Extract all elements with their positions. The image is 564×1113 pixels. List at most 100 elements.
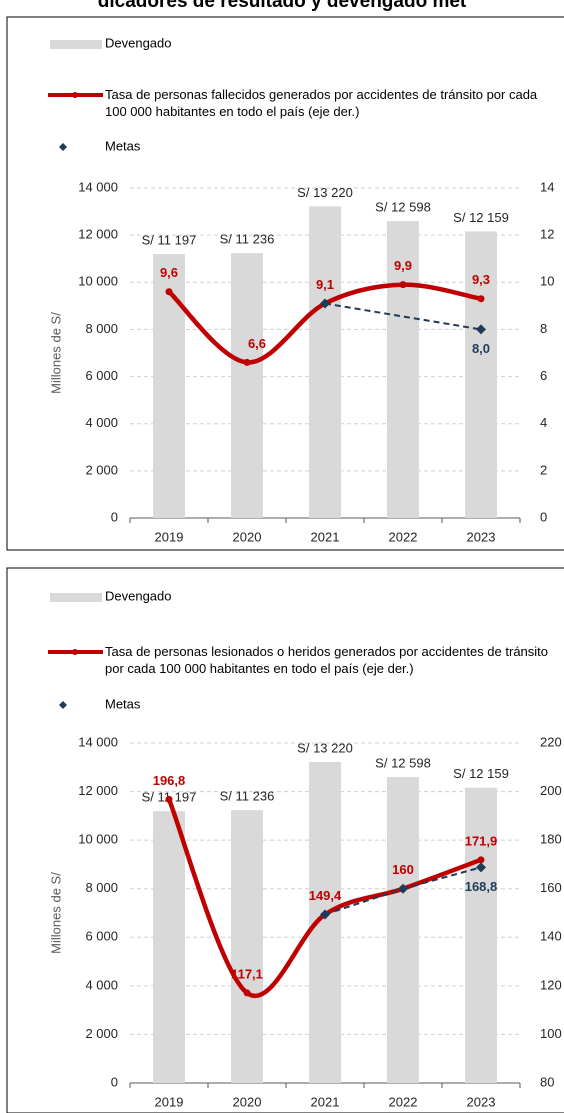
legend-label: Metas	[105, 138, 141, 153]
x-tick-label: 2023	[467, 1094, 496, 1109]
line-value-label: 9,1	[316, 277, 334, 292]
y-tick-label: 4 000	[85, 977, 118, 992]
bar-value-label: S/ 12 159	[453, 210, 509, 225]
y-tick-label: 14 000	[78, 179, 118, 194]
y-tick-label: 14 000	[78, 734, 118, 749]
legend-label: Tasa de personas fallecidos generados po…	[105, 87, 538, 119]
y2-tick-label: 220	[540, 734, 562, 749]
target-marker	[320, 909, 330, 920]
y-tick-label: 10 000	[78, 832, 118, 847]
chart-frame	[6, 567, 564, 1113]
line-marker	[165, 288, 173, 296]
line-value-label: 149,4	[309, 888, 342, 903]
line-marker	[399, 281, 407, 289]
legend-label: Devengado	[105, 35, 172, 50]
page-title: dicadores de resultado y devengado met	[98, 0, 467, 12]
y-tick-label: 8 000	[85, 880, 118, 895]
legend-marker	[72, 92, 78, 98]
y2-tick-label: 80	[540, 1074, 554, 1089]
y2-tick-label: 10	[540, 274, 554, 289]
legend-text-box: Tasa de personas fallecidos generados po…	[105, 87, 538, 119]
legend-label: Metas	[105, 696, 141, 711]
bar-value-label: S/ 13 220	[297, 740, 353, 755]
y-tick-label: 2 000	[85, 1026, 118, 1041]
line-series	[167, 282, 482, 365]
x-tick-label: 2021	[311, 529, 340, 544]
y-tick-label: 12 000	[78, 783, 118, 798]
bar	[387, 221, 419, 518]
target-marker	[476, 862, 486, 873]
line-value-label: 160	[392, 862, 414, 877]
y2-tick-label: 2	[540, 462, 547, 477]
bar-value-label: S/ 12 159	[453, 766, 509, 781]
line-value-label: 9,6	[160, 265, 178, 280]
bar-value-label: S/ 13 220	[297, 185, 353, 200]
x-tick-label: 2023	[467, 529, 496, 544]
x-tick-label: 2021	[311, 1094, 340, 1109]
target-dashed-line	[324, 887, 404, 916]
y2-tick-label: 14	[540, 179, 554, 194]
y-tick-label: 0	[111, 509, 118, 524]
legend-label: Tasa de personas lesionados o heridos ge…	[105, 644, 549, 676]
legend-swatch	[50, 40, 102, 49]
line-value-label: 9,3	[472, 272, 490, 287]
y-axis-label: Millones de S/	[48, 312, 63, 394]
bar	[309, 206, 341, 518]
y-tick-label: 0	[111, 1074, 118, 1089]
y2-tick-label: 120	[540, 977, 562, 992]
x-tick-label: 2019	[155, 1094, 184, 1109]
y-axis-label: Millones de S/	[48, 872, 63, 954]
line-value-label: 6,6	[248, 336, 266, 351]
legend-marker	[72, 649, 78, 655]
line-value-label: 117,1	[231, 966, 263, 981]
legend-swatch	[50, 593, 102, 602]
bar	[153, 254, 185, 518]
bar-value-label: S/ 11 236	[220, 789, 275, 804]
y2-tick-label: 8	[540, 321, 547, 336]
y2-tick-label: 160	[540, 880, 562, 895]
x-tick-label: 2022	[389, 1094, 418, 1109]
legend-text-box: Tasa de personas lesionados o heridos ge…	[105, 644, 549, 676]
y2-tick-label: 200	[540, 783, 562, 798]
chart-frame	[6, 16, 564, 551]
bar	[153, 811, 185, 1083]
line-series	[166, 798, 482, 998]
bar	[231, 253, 263, 518]
line-value-label: 171,9	[465, 833, 498, 848]
line-marker	[477, 295, 485, 303]
x-tick-label: 2020	[233, 1094, 262, 1109]
y-tick-label: 12 000	[78, 227, 118, 242]
line-value-label: 168,8	[465, 879, 498, 894]
y2-tick-label: 100	[540, 1026, 562, 1041]
target-dashed-line	[324, 302, 482, 331]
y2-tick-label: 4	[540, 415, 547, 430]
legend-marker	[59, 701, 67, 709]
y-tick-label: 4 000	[85, 415, 118, 430]
y-tick-label: 2 000	[85, 462, 118, 477]
x-tick-label: 2020	[233, 529, 262, 544]
legend-label: Devengado	[105, 588, 172, 603]
line-marker	[477, 856, 485, 864]
bar-value-label: S/ 11 197	[142, 233, 197, 248]
y2-tick-label: 6	[540, 368, 547, 383]
line-marker	[165, 795, 173, 803]
bar	[231, 810, 263, 1083]
bar-value-label: S/ 11 236	[220, 232, 275, 247]
line-value-label: 8,0	[472, 341, 490, 356]
bar	[387, 777, 419, 1083]
target-marker	[398, 883, 408, 894]
line-marker	[243, 989, 251, 997]
line-value-label: 196,8	[153, 773, 186, 788]
target-marker	[320, 298, 330, 309]
line-marker	[243, 358, 251, 366]
y2-tick-label: 180	[540, 832, 562, 847]
line-value-label: 9,9	[394, 258, 412, 273]
y-tick-label: 6 000	[85, 929, 118, 944]
y-tick-label: 10 000	[78, 274, 118, 289]
bar-value-label: S/ 12 598	[375, 755, 431, 770]
target-marker	[476, 324, 486, 335]
y2-tick-label: 140	[540, 929, 562, 944]
x-tick-label: 2019	[155, 529, 184, 544]
